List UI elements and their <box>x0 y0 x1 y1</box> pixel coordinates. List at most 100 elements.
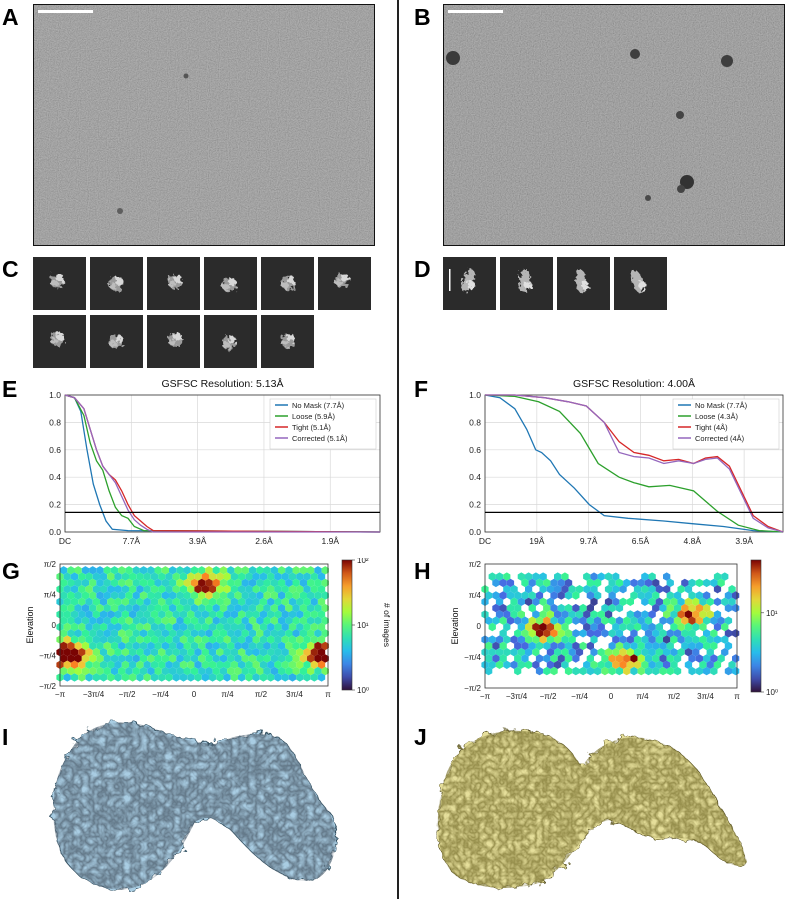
hexbin-cell <box>274 572 282 581</box>
hexbin-cell <box>198 566 206 575</box>
hexbin-cell <box>285 641 293 651</box>
hexbin-cell <box>721 622 729 632</box>
micrograph-a <box>33 4 375 246</box>
hexbin-cell <box>70 610 79 619</box>
hexbin-cell <box>78 622 86 632</box>
hexbin-cell <box>227 654 235 663</box>
hexbin-cell <box>626 648 634 657</box>
hexbin-cell <box>564 591 573 600</box>
hexbin-cell <box>216 660 224 669</box>
hexbin-cell <box>143 673 151 682</box>
hexbin-cell <box>110 566 119 575</box>
hexbin-cell <box>212 603 220 613</box>
x-tick-label: −π/2 <box>540 692 557 701</box>
hexbin-cell <box>517 648 525 657</box>
hexbin-cell <box>238 610 246 619</box>
hexbin-cell <box>648 585 656 594</box>
hexbin-cell <box>503 572 511 581</box>
legend-label: Corrected (4Å) <box>695 434 745 443</box>
hexbin-cell <box>143 610 151 619</box>
hexbin-cell <box>245 597 253 606</box>
hexbin-cell <box>535 616 544 625</box>
hexbin-cell <box>296 660 304 669</box>
hexbin-cell <box>633 610 642 619</box>
hexbin-cell <box>136 635 144 644</box>
hexbin-cell <box>205 654 213 663</box>
hexbin-cell <box>583 572 591 581</box>
hexbin-cell <box>259 597 268 606</box>
hexbin-cell <box>150 597 159 606</box>
hexbin-cell <box>187 635 195 644</box>
hexbin-cell <box>521 641 529 651</box>
hexbin-cell <box>633 622 642 632</box>
hexbin-cell <box>307 641 315 651</box>
hexbin-cell <box>274 622 282 632</box>
hexbin-cell <box>586 666 594 676</box>
hexbin-cell <box>248 603 257 613</box>
legend-box <box>672 398 780 450</box>
hexbin-cell <box>154 654 162 663</box>
hexbin-cell <box>270 629 278 638</box>
hexbin-cell <box>586 629 594 638</box>
hexbin-cell <box>89 578 97 588</box>
hexbin-cell <box>183 629 191 638</box>
hexbin-cell <box>248 666 257 676</box>
hexbin-cell <box>619 660 627 669</box>
panel-label-d: D <box>414 256 431 282</box>
hexbin-cell <box>223 610 231 619</box>
hexbin-cell <box>546 622 554 632</box>
hexbin-cell <box>70 622 79 632</box>
hexbin-cell <box>615 603 624 613</box>
hexbin-cell <box>666 629 674 638</box>
hexbin-cell <box>648 622 656 632</box>
hexbin-cell <box>292 654 300 663</box>
hexbin-cell <box>212 629 220 638</box>
hexbin-cell <box>546 660 554 669</box>
hexbin-cell <box>288 585 297 594</box>
hexbin-cell <box>684 622 693 632</box>
hexbin-cell <box>652 591 660 600</box>
hexbin-cell <box>248 578 257 588</box>
hexbin-cell <box>70 635 79 644</box>
hexbin-cell <box>125 566 133 575</box>
hexbin-cell <box>626 660 634 669</box>
hexbin-cell <box>67 566 75 575</box>
hexbin-cell <box>190 616 199 625</box>
hexbin-cell <box>238 572 246 581</box>
hexbin-cell <box>670 635 678 644</box>
hexbin-cell <box>485 641 493 651</box>
legend-label: No Mask (7.7Å) <box>292 401 345 410</box>
hexbin-cell <box>655 660 663 669</box>
hexbin-cell <box>579 603 587 613</box>
hexbin-cell <box>673 603 682 613</box>
hexbin-cell <box>586 578 594 588</box>
hexbin-cell <box>107 660 115 669</box>
hexbin-cell <box>706 648 714 657</box>
hexbin-cell <box>623 666 631 676</box>
hexbin-cell <box>118 603 126 613</box>
hexbin-cell <box>488 622 496 632</box>
hexbin-cell <box>259 673 268 682</box>
hexbin-cell <box>92 597 100 606</box>
hexbin-cell <box>100 673 108 682</box>
hexbin-cell <box>139 616 148 625</box>
hexbin-cell <box>514 603 522 613</box>
hexbin-cell <box>194 673 202 682</box>
hexbin-cell <box>644 641 653 651</box>
hexbin-cell <box>492 654 500 663</box>
hexbin-cell <box>503 610 511 619</box>
hexbin-cell <box>666 603 674 613</box>
hexbin-cell <box>692 597 700 606</box>
hexbin-cell <box>554 572 562 581</box>
hexbin-cell <box>601 654 609 663</box>
hexbin-cell <box>278 616 286 625</box>
hexbin-cell <box>143 648 151 657</box>
hexbin-cell <box>63 622 71 632</box>
hexbin-cell <box>561 572 569 581</box>
hexbin-cell <box>321 641 329 651</box>
hexbin-cell <box>187 622 195 632</box>
hexbin-cell <box>517 660 525 669</box>
hexbin-cell <box>619 648 627 657</box>
hexbin-cell <box>223 597 231 606</box>
hexbin-cell <box>695 603 703 613</box>
